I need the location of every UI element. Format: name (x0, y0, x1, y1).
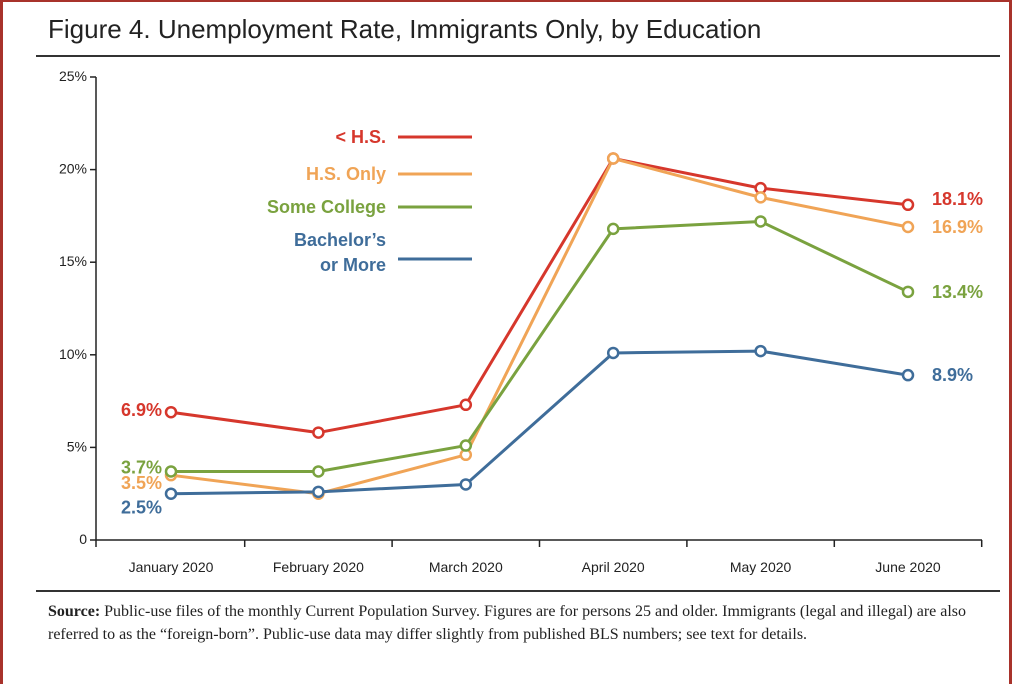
data-point (459, 439, 473, 452)
start-value-label: 6.9% (121, 400, 162, 420)
source-label: Source: (48, 603, 101, 620)
y-tick-label: 20% (59, 161, 87, 177)
data-point (164, 465, 178, 478)
series-line (170, 349, 909, 496)
x-tick-label: January 2020 (129, 559, 214, 575)
y-tick-label: 5% (67, 438, 87, 454)
figure-title: Figure 4. Unemployment Rate, Immigrants … (48, 14, 762, 44)
start-value-label: 2.5% (121, 498, 162, 518)
end-value-label: 13.4% (932, 282, 983, 302)
legend-label: or More (320, 255, 386, 275)
y-tick-label: 0 (79, 531, 87, 547)
x-tick-label: April 2020 (582, 559, 645, 575)
data-point (459, 398, 473, 412)
series-line (170, 156, 909, 496)
data-point (901, 220, 915, 234)
data-point (606, 222, 620, 236)
y-tick-label: 25% (59, 68, 87, 84)
data-point (901, 198, 915, 212)
x-tick-label: May 2020 (730, 559, 792, 575)
source-text: Public-use files of the monthly Current … (48, 603, 967, 643)
data-point (312, 465, 325, 478)
x-tick-label: June 2020 (875, 559, 941, 575)
source-divider (36, 590, 1000, 592)
end-value-label: 16.9% (932, 217, 983, 237)
title-divider (36, 55, 1000, 57)
legend-label: Bachelor’s (294, 230, 386, 250)
y-tick-label: 10% (59, 346, 87, 362)
x-tick-label: March 2020 (429, 559, 503, 575)
data-point (164, 487, 178, 500)
end-value-label: 18.1% (932, 189, 983, 209)
data-point (312, 485, 325, 499)
data-point (754, 344, 767, 358)
data-point (754, 215, 767, 228)
legend-label: < H.S. (335, 127, 386, 147)
start-value-label: 3.5% (121, 473, 162, 493)
series-line (170, 156, 909, 435)
unemployment-line-chart: 0 5% 10% 15% 20% 25% January 2020 February 2020… (59, 68, 983, 575)
data-point (459, 478, 473, 491)
end-value-label: 8.9% (932, 365, 973, 385)
start-value-label: 3.7% (121, 457, 162, 477)
series-line (171, 219, 909, 473)
legend-label: Some College (267, 197, 386, 217)
data-point (312, 426, 325, 439)
data-point (606, 152, 620, 165)
y-tick-label: 15% (59, 253, 87, 269)
data-point (901, 285, 915, 299)
legend-label: H.S. Only (306, 164, 386, 184)
source-note: Source: Public-use files of the monthly … (48, 600, 998, 646)
x-tick-label: February 2020 (273, 559, 364, 575)
data-point (606, 346, 620, 360)
data-point (164, 405, 178, 419)
data-point (754, 191, 767, 204)
data-point (901, 368, 915, 382)
